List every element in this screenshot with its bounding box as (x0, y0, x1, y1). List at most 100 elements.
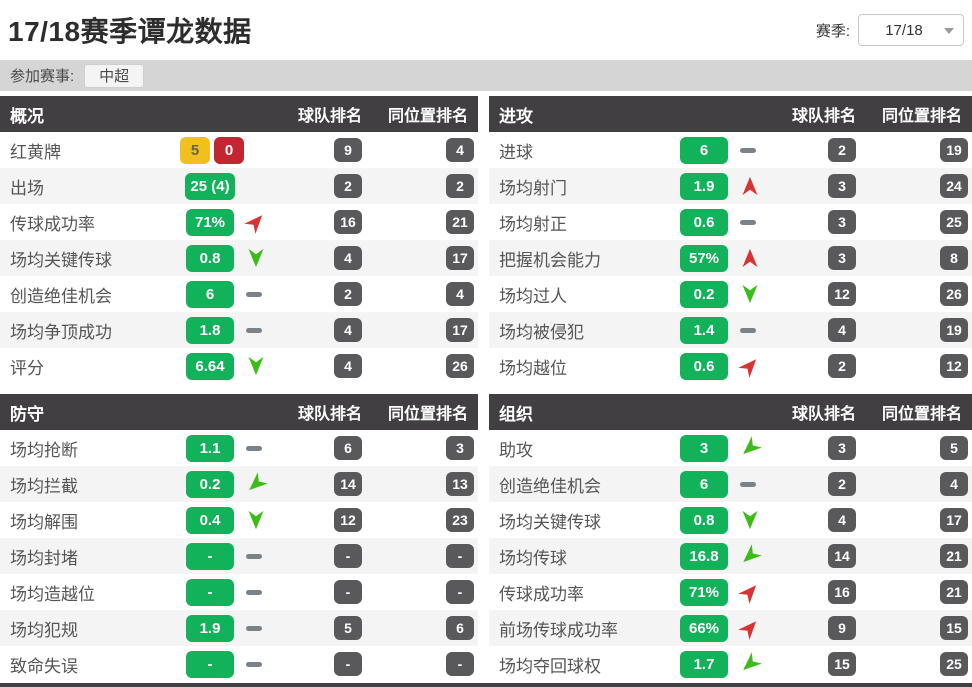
team-rank-badge: 16 (828, 580, 856, 604)
stat-row: 创造绝佳机会 6 2 4 (489, 466, 972, 502)
stat-row: 助攻 3 3 5 (489, 430, 972, 466)
stat-value-cell: 6 (674, 470, 734, 498)
position-rank-badge: 21 (940, 580, 968, 604)
trend-flat-icon (740, 219, 756, 225)
stat-value-cell: 1.1 (180, 434, 240, 462)
team-rank-badge: 4 (334, 246, 362, 270)
position-rank-cell: 17 (378, 246, 478, 270)
position-rank-badge: - (446, 544, 474, 568)
stat-value-cell: - (180, 542, 240, 570)
stat-label: 出场 (10, 178, 44, 198)
stat-value-cell: 0.6 (674, 208, 734, 236)
team-rank-badge: 12 (828, 282, 856, 306)
red-cards-badge: 0 (214, 136, 244, 164)
stat-label: 场均关键传球 (499, 512, 601, 532)
trend-cell (240, 212, 282, 234)
team-rank-badge: 9 (334, 138, 362, 162)
trend-down-arrow-icon (246, 248, 266, 268)
trend-flat-icon (246, 661, 262, 667)
stat-value-cell: 0.8 (674, 506, 734, 534)
trend-cell (734, 436, 776, 458)
stat-value-cell: 0.4 (180, 506, 240, 534)
competition-label: 参加赛事: (10, 68, 75, 85)
stat-label: 场均越位 (499, 358, 567, 378)
trend-down-arrow-icon (246, 510, 266, 530)
stat-value-badge: 0.2 (680, 280, 728, 308)
panel-header: 进攻 球队排名 同位置排名 (489, 96, 972, 132)
stat-label: 评分 (10, 358, 44, 378)
stat-label: 场均被侵犯 (499, 322, 584, 342)
position-rank-cell: 12 (872, 354, 972, 378)
stat-label: 场均解围 (10, 512, 78, 532)
team-rank-badge: 4 (828, 318, 856, 342)
stat-row: 场均关键传球 0.8 4 17 (0, 240, 478, 276)
stat-value-cell: 0.8 (180, 244, 240, 272)
stat-row: 传球成功率 71% 16 21 (489, 574, 972, 610)
stat-row: 进球 6 2 19 (489, 132, 972, 168)
stat-label: 进球 (499, 142, 533, 162)
stat-row: 传球成功率 71% 16 21 (0, 204, 478, 240)
team-rank-cell: 2 (282, 174, 378, 198)
season-select[interactable]: 17/18 (858, 14, 964, 46)
stat-row: 场均传球 16.8 14 21 (489, 538, 972, 574)
stat-row: 场均过人 0.2 12 26 (489, 276, 972, 312)
team-rank-column-header: 球队排名 (791, 406, 856, 423)
stat-row: 场均犯规 1.9 5 6 (0, 610, 478, 646)
stat-row: 场均关键传球 0.8 4 17 (489, 502, 972, 538)
position-rank-cell: 15 (872, 616, 972, 640)
team-rank-badge: 2 (828, 472, 856, 496)
stat-row: 场均造越位 - - - (0, 574, 478, 610)
stat-value-badge: 1.7 (680, 650, 728, 678)
stat-value-badge: - (186, 578, 234, 606)
stat-label: 助攻 (499, 440, 533, 460)
team-rank-cell: 16 (282, 210, 378, 234)
position-rank-badge: 4 (940, 472, 968, 496)
panel-header: 组织 球队排名 同位置排名 (489, 394, 972, 430)
trend-flat-icon (246, 327, 262, 333)
stat-value-cell: 25 (4) (180, 172, 240, 200)
stat-value-badge: 71% (186, 208, 234, 236)
stat-label: 致命失误 (10, 656, 78, 676)
position-rank-badge: 24 (940, 174, 968, 198)
trend-cell (734, 327, 776, 333)
team-rank-cell: 2 (282, 282, 378, 306)
stat-label: 场均拦截 (10, 476, 78, 496)
position-rank-cell: 4 (378, 282, 478, 306)
trend-flat-icon (246, 445, 262, 451)
stat-value-cell: 6 (674, 136, 734, 164)
stat-panel: 进攻 球队排名 同位置排名 进球 6 2 19 场均射门 1.9 3 24 场均… (489, 96, 972, 384)
trend-cell (734, 481, 776, 487)
stat-row: 出场 25 (4) 2 2 (0, 168, 478, 204)
position-rank-cell: 24 (872, 174, 972, 198)
stat-label: 场均过人 (499, 286, 567, 306)
competition-button[interactable]: 中超 (84, 63, 145, 88)
trend-up-right-arrow-icon (242, 208, 270, 236)
stat-value-cell: 3 (674, 434, 734, 462)
stat-value-cell: 1.9 (674, 172, 734, 200)
position-rank-badge: - (446, 652, 474, 676)
position-rank-cell: 13 (378, 472, 478, 496)
trend-cell (240, 356, 282, 376)
position-rank-badge: 2 (446, 174, 474, 198)
panel-header: 概况 球队排名 同位置排名 (0, 96, 478, 132)
stat-value-badge: 66% (680, 614, 728, 642)
stat-value-badge: 0.4 (186, 506, 234, 534)
stat-label: 场均犯规 (10, 620, 78, 640)
team-rank-column-header: 球队排名 (297, 108, 362, 125)
position-rank-badge: 26 (446, 354, 474, 378)
stat-row: 场均射门 1.9 3 24 (489, 168, 972, 204)
stat-value-badge: - (186, 650, 234, 678)
position-rank-badge: 17 (940, 508, 968, 532)
trend-cell (240, 589, 282, 595)
team-rank-cell: - (282, 652, 378, 676)
trend-cell (734, 147, 776, 153)
trend-cell (240, 445, 282, 451)
team-rank-badge: 3 (828, 174, 856, 198)
trend-flat-icon (740, 327, 756, 333)
stat-row: 场均抢断 1.1 6 3 (0, 430, 478, 466)
team-rank-cell: 4 (776, 508, 872, 532)
team-rank-cell: 14 (282, 472, 378, 496)
season-select-value: 17/18 (885, 21, 923, 39)
